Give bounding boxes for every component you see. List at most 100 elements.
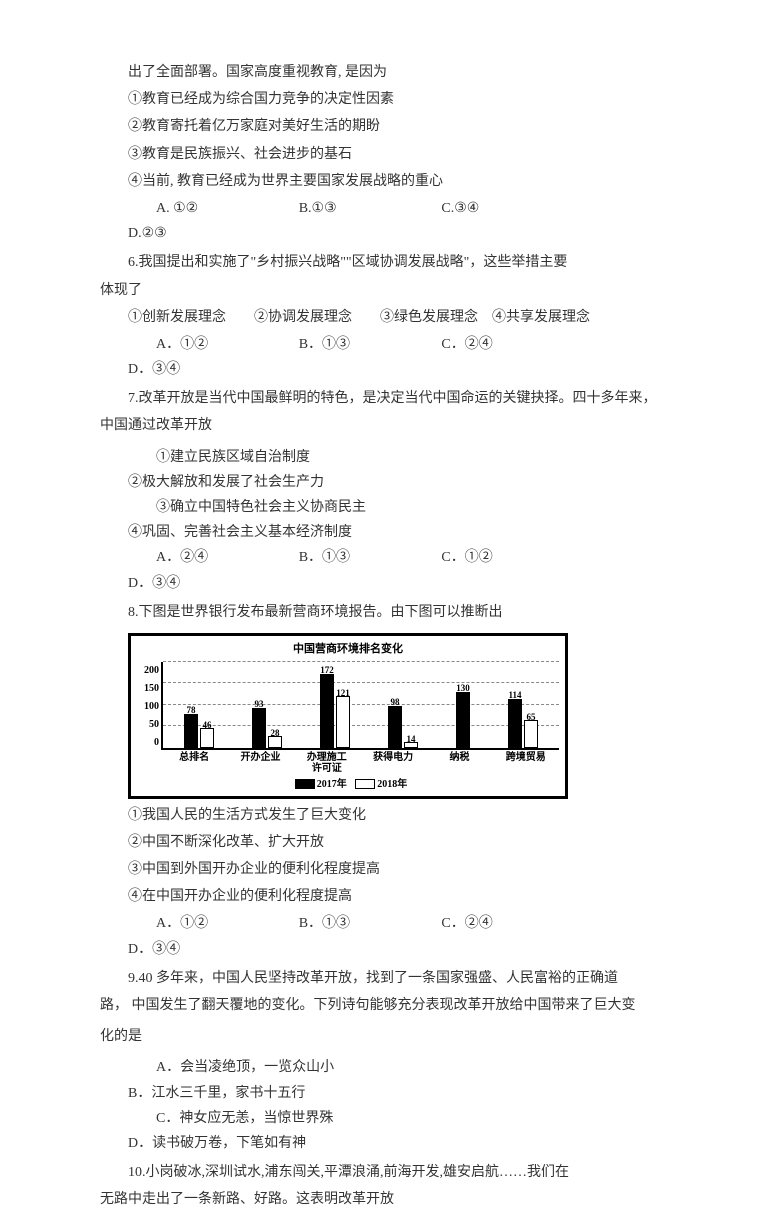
q5-opt-c: C.③④: [413, 196, 552, 221]
y-tick: 50: [137, 716, 159, 734]
q7-block: 7.改革开放是当代中国最鲜明的特色，是决定当代中国命运的关键抉择。四十多年来， …: [100, 386, 680, 596]
q5-stmt-3: ③教育是民族振兴、社会进步的基石: [100, 142, 680, 167]
q9-options-row2: C．神女应无恙，当惊世界殊 D．读书破万卷，下笔如有神: [100, 1106, 680, 1156]
grid-line: [163, 704, 559, 705]
bar-2017: 114: [508, 699, 522, 748]
x-label: 总排名: [174, 752, 214, 774]
y-tick: 0: [137, 734, 159, 752]
bar-2017: 172: [320, 674, 334, 748]
bar-label: 114: [508, 687, 521, 703]
q6-stem-1: 6.我国提出和实施了"乡村振兴战略""区域协调发展战略"，这些举措主要: [100, 250, 680, 275]
q9-stem-2: 路， 中国发生了翻天覆地的变化。下列诗句能够充分表现改革开放给中国带来了巨大变: [100, 993, 680, 1018]
q7-stmt-4: ④巩固、完善社会主义基本经济制度: [100, 520, 378, 545]
y-tick: 200: [137, 662, 159, 680]
bar-2018: 28: [268, 736, 282, 748]
bar-label: 14: [407, 731, 416, 747]
q7-stmts-row2: ③确立中国特色社会主义协商民主 ④巩固、完善社会主义基本经济制度: [100, 495, 680, 545]
q8-stmt-2: ②中国不断深化改革、扩大开放: [100, 830, 680, 855]
q6-opt-c: C．②④: [413, 332, 552, 357]
bar-label: 98: [391, 694, 400, 710]
q8-opt-b: B．①③: [271, 911, 410, 936]
x-label: 办理施工许可证: [307, 752, 347, 774]
q7-opt-d: D．③④: [100, 571, 239, 596]
ranking-chart: 中国营商环境排名变化 200150100500 7846932817212198…: [128, 633, 568, 799]
q10-stem-2: 无路中走出了一条新路、好路。这表明改革开放: [100, 1187, 680, 1212]
bar-group: 11465: [508, 699, 538, 748]
x-label: 开办企业: [240, 752, 280, 774]
bar-label: 93: [255, 696, 264, 712]
chart-x-labels: 总排名 开办企业 办理施工许可证 获得电力 纳税 跨境贸易: [161, 750, 559, 774]
bar-group: 9328: [252, 708, 282, 748]
bar-label: 28: [271, 725, 280, 741]
q10-stem-1: 10.小岗破冰,深圳试水,浦东闯关,平潭浪涌,前海开发,雄安启航……我们在: [100, 1160, 680, 1185]
bar-group: 172121: [320, 674, 350, 748]
q8-block: 8.下图是世界银行发布最新营商环境报告。由下图可以推断出 中国营商环境排名变化 …: [100, 600, 680, 962]
q7-stmt-2: ②极大解放和发展了社会生产力: [100, 470, 378, 495]
q7-opt-b: B．①③: [271, 545, 410, 570]
q9-opt-a: A．会当凌绝顶，一览众山小: [128, 1055, 406, 1080]
x-label: 纳税: [439, 752, 479, 774]
bar-2017: 98: [388, 706, 402, 748]
q5-opt-d: D.②③: [100, 221, 239, 246]
q5-options: A. ①② B.①③ C.③④ D.②③: [100, 196, 680, 246]
q9-opt-b: B．江水三千里，家书十五行: [100, 1081, 378, 1106]
q9-opt-d: D．读书破万卷，下笔如有神: [100, 1131, 378, 1156]
q6-options: A．①② B．①③ C．②④ D．③④: [100, 332, 680, 382]
bar-group: 9814: [388, 706, 418, 748]
q6-opt-b: B．①③: [271, 332, 410, 357]
q5-stmt-2: ②教育寄托着亿万家庭对美好生活的期盼: [100, 114, 680, 139]
q7-stmts-row1: ①建立民族区域自治制度 ②极大解放和发展了社会生产力: [100, 445, 680, 495]
bar-2018: 65: [524, 720, 538, 748]
q5-stmt-4: ④当前, 教育已经成为世界主要国家发展战略的重心: [100, 169, 680, 194]
chart-plot: 78469328172121981413011465: [161, 662, 559, 750]
q8-options: A．①② B．①③ C．②④ D．③④: [100, 911, 680, 961]
legend-swatch-2018: [355, 779, 375, 789]
bar-label: 65: [527, 709, 536, 725]
q6-stem-2: 体现了: [100, 278, 680, 303]
q10-block: 10.小岗破冰,深圳试水,浦东闯关,平潭浪涌,前海开发,雄安启航……我们在 无路…: [100, 1160, 680, 1212]
q8-opt-d: D．③④: [100, 937, 239, 962]
q6-stmts: ①创新发展理念 ②协调发展理念 ③绿色发展理念 ④共享发展理念: [100, 305, 680, 330]
bar-2018: 46: [200, 728, 214, 748]
grid-line: [163, 661, 559, 662]
bar-2017: 93: [252, 708, 266, 748]
legend-swatch-2017: [295, 779, 315, 789]
q7-stmt-1: ①建立民族区域自治制度: [128, 445, 406, 470]
bar-label: 130: [456, 680, 470, 696]
grid-line: [163, 682, 559, 683]
chart-y-axis: 200150100500: [137, 662, 161, 750]
x-label: 获得电力: [373, 752, 413, 774]
bar-label: 172: [320, 662, 334, 678]
y-tick: 100: [137, 698, 159, 716]
q7-stmt-3: ③确立中国特色社会主义协商民主: [128, 495, 406, 520]
q8-stmt-3: ③中国到外国开办企业的便利化程度提高: [100, 857, 680, 882]
bar-2017: 130: [456, 692, 470, 748]
legend-label-2017: 2017年: [317, 779, 347, 790]
q9-opt-c: C．神女应无恙，当惊世界殊: [128, 1106, 406, 1131]
q8-opt-a: A．①②: [128, 911, 267, 936]
q9-options-row1: A．会当凌绝顶，一览众山小 B．江水三千里，家书十五行: [100, 1055, 680, 1105]
q6-block: 6.我国提出和实施了"乡村振兴战略""区域协调发展战略"，这些举措主要 体现了 …: [100, 250, 680, 382]
q9-stem-3: 化的是: [100, 1024, 680, 1049]
q8-stmt-4: ④在中国开办企业的便利化程度提高: [100, 884, 680, 909]
chart-legend: 2017年 2018年: [137, 776, 559, 794]
q8-stem: 8.下图是世界银行发布最新营商环境报告。由下图可以推断出: [100, 600, 680, 625]
bar-2017: 78: [184, 714, 198, 748]
q7-opt-a: A．②④: [128, 545, 267, 570]
bar-2018: 121: [336, 696, 350, 748]
legend-label-2018: 2018年: [377, 779, 407, 790]
y-tick: 150: [137, 680, 159, 698]
q5-block: 出了全面部署。国家高度重视教育, 是因为 ①教育已经成为综合国力竞争的决定性因素…: [100, 60, 680, 246]
x-label: 跨境贸易: [506, 752, 546, 774]
chart-title: 中国营商环境排名变化: [137, 640, 559, 660]
bar-label: 46: [203, 717, 212, 733]
bar-label: 78: [187, 702, 196, 718]
q5-intro-tail: 出了全面部署。国家高度重视教育, 是因为: [100, 60, 680, 85]
grid-line: [163, 725, 559, 726]
q7-options: A．②④ B．①③ C．①② D．③④: [100, 545, 680, 595]
bar-group: 130: [456, 692, 470, 748]
q7-opt-c: C．①②: [413, 545, 552, 570]
q6-opt-d: D．③④: [100, 357, 239, 382]
bar-2018: 14: [404, 742, 418, 748]
q9-stem-1: 9.40 多年来，中国人民坚持改革开放，找到了一条国家强盛、人民富裕的正确道: [100, 966, 680, 991]
